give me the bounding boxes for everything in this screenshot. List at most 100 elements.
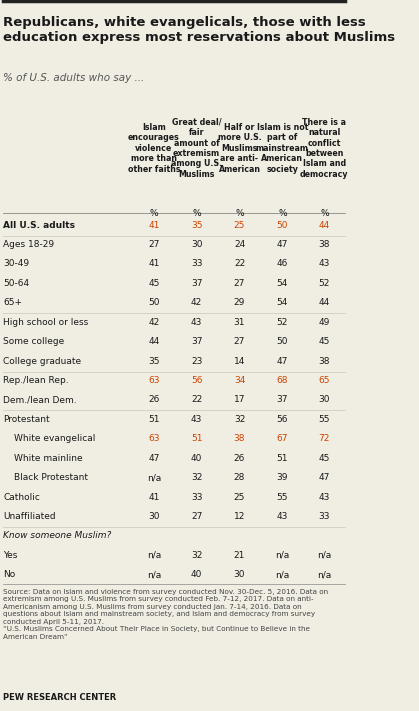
Text: Half or
more U.S.
Muslims
are anti-
American: Half or more U.S. Muslims are anti- Amer…	[217, 123, 261, 173]
Text: 52: 52	[318, 279, 330, 288]
Text: %: %	[192, 209, 201, 218]
Text: No: No	[3, 570, 16, 579]
Text: Catholic: Catholic	[3, 493, 40, 501]
Text: 43: 43	[191, 415, 202, 424]
Text: White evangelical: White evangelical	[14, 434, 95, 443]
Text: 22: 22	[191, 395, 202, 405]
Text: 30: 30	[191, 240, 202, 249]
Text: 27: 27	[234, 279, 245, 288]
Text: 42: 42	[148, 318, 159, 327]
Text: 37: 37	[191, 279, 202, 288]
Text: 50: 50	[148, 299, 160, 307]
Text: 26: 26	[234, 454, 245, 463]
Text: 45: 45	[318, 454, 330, 463]
Text: 21: 21	[234, 551, 245, 560]
Text: 38: 38	[318, 240, 330, 249]
Text: Ages 18-29: Ages 18-29	[3, 240, 54, 249]
Text: Rep./lean Rep.: Rep./lean Rep.	[3, 376, 69, 385]
Text: High school or less: High school or less	[3, 318, 89, 327]
Text: 39: 39	[277, 473, 288, 482]
Text: Know someone Muslim?: Know someone Muslim?	[3, 531, 112, 540]
Text: 27: 27	[148, 240, 160, 249]
Text: 45: 45	[148, 279, 160, 288]
Text: %: %	[235, 209, 244, 218]
Text: 32: 32	[191, 473, 202, 482]
Text: Source: Data on Islam and violence from survey conducted Nov. 30-Dec. 5, 2016. D: Source: Data on Islam and violence from …	[3, 589, 328, 640]
Text: Protestant: Protestant	[3, 415, 50, 424]
Text: %: %	[320, 209, 328, 218]
Text: 44: 44	[148, 337, 159, 346]
Text: 43: 43	[318, 493, 330, 501]
Text: n/a: n/a	[147, 570, 161, 579]
Text: 38: 38	[234, 434, 245, 443]
Text: 47: 47	[318, 473, 330, 482]
Text: 32: 32	[234, 415, 245, 424]
Text: 47: 47	[148, 454, 160, 463]
Text: 34: 34	[234, 376, 245, 385]
Text: 50: 50	[277, 220, 288, 230]
Text: 35: 35	[148, 357, 160, 365]
Text: 30-49: 30-49	[3, 260, 30, 269]
Text: 42: 42	[191, 299, 202, 307]
Text: Some college: Some college	[3, 337, 65, 346]
Text: 51: 51	[277, 454, 288, 463]
Text: 30: 30	[318, 395, 330, 405]
Text: 56: 56	[191, 376, 202, 385]
Text: 63: 63	[148, 376, 160, 385]
Text: 55: 55	[318, 415, 330, 424]
Text: 33: 33	[318, 512, 330, 521]
Text: Black Protestant: Black Protestant	[14, 473, 88, 482]
Text: 27: 27	[191, 512, 202, 521]
Text: n/a: n/a	[147, 551, 161, 560]
Text: 33: 33	[191, 260, 202, 269]
Text: 47: 47	[277, 357, 288, 365]
Text: 65: 65	[318, 376, 330, 385]
Text: Great deal/
fair
amount of
extremism
among U.S.
Muslims: Great deal/ fair amount of extremism amo…	[171, 118, 222, 178]
Text: 45: 45	[318, 337, 330, 346]
Text: 22: 22	[234, 260, 245, 269]
Text: Yes: Yes	[3, 551, 18, 560]
Text: 65+: 65+	[3, 299, 23, 307]
Text: 50: 50	[277, 337, 288, 346]
Text: White mainline: White mainline	[14, 454, 83, 463]
Text: Republicans, white evangelicals, those with less
education express most reservat: Republicans, white evangelicals, those w…	[3, 16, 396, 44]
Text: 24: 24	[234, 240, 245, 249]
Text: 35: 35	[191, 220, 202, 230]
Text: 43: 43	[318, 260, 330, 269]
Text: 55: 55	[277, 493, 288, 501]
Text: 38: 38	[318, 357, 330, 365]
Text: 67: 67	[277, 434, 288, 443]
Text: n/a: n/a	[317, 551, 331, 560]
Text: 27: 27	[234, 337, 245, 346]
Text: 44: 44	[319, 220, 330, 230]
Text: 40: 40	[191, 454, 202, 463]
Text: 50-64: 50-64	[3, 279, 30, 288]
Text: There is a
natural
conflict
between
Islam and
democracy: There is a natural conflict between Isla…	[300, 118, 349, 178]
Text: n/a: n/a	[317, 570, 331, 579]
Text: 32: 32	[191, 551, 202, 560]
Text: 44: 44	[319, 299, 330, 307]
Text: 30: 30	[148, 512, 160, 521]
Text: 41: 41	[148, 493, 160, 501]
Text: 41: 41	[148, 220, 160, 230]
Text: 68: 68	[277, 376, 288, 385]
Text: 43: 43	[191, 318, 202, 327]
Text: 41: 41	[148, 260, 160, 269]
Text: 52: 52	[277, 318, 288, 327]
Text: 25: 25	[234, 220, 245, 230]
Text: 40: 40	[191, 570, 202, 579]
Text: 51: 51	[191, 434, 202, 443]
Text: All U.S. adults: All U.S. adults	[3, 220, 75, 230]
Text: 14: 14	[234, 357, 245, 365]
Text: %: %	[150, 209, 158, 218]
Text: 43: 43	[277, 512, 288, 521]
Text: 54: 54	[277, 279, 288, 288]
Text: 12: 12	[234, 512, 245, 521]
Text: 25: 25	[234, 493, 245, 501]
Text: 37: 37	[191, 337, 202, 346]
Text: 23: 23	[191, 357, 202, 365]
Text: 29: 29	[234, 299, 245, 307]
Text: 63: 63	[148, 434, 160, 443]
Text: n/a: n/a	[275, 570, 290, 579]
Text: Islam
encourages
violence
more than
other faiths: Islam encourages violence more than othe…	[127, 123, 180, 173]
